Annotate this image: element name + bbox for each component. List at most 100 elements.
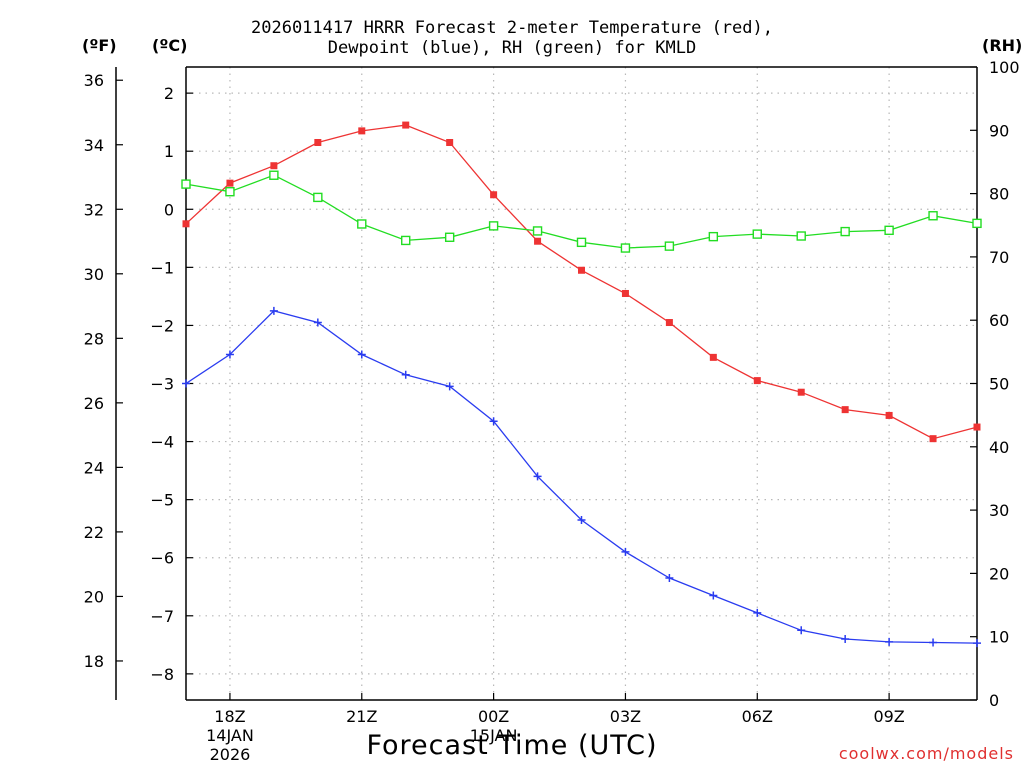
temperature-point (797, 388, 805, 396)
x-tick-label: 18Z (214, 707, 245, 726)
x-tick-sublabel: 14JAN (206, 726, 254, 745)
x-tick-sublabel: 15JAN (470, 726, 518, 745)
x-tick-label: 06Z (742, 707, 773, 726)
rh-point (313, 192, 323, 203)
dewpoint-point (182, 379, 190, 388)
fahrenheit-tick-label: 36 (84, 71, 104, 90)
fahrenheit-tick-label: 34 (84, 136, 104, 155)
x-axis-label: Forecast Time (UTC) (366, 730, 658, 761)
celsius-tick-label: 2 (164, 84, 174, 103)
temperature-point (402, 121, 410, 129)
dewpoint-point (885, 637, 894, 646)
dewpoint-point (357, 350, 366, 359)
dewpoint-point (489, 417, 498, 426)
rh-point (664, 241, 675, 251)
dewpoint-point (225, 350, 234, 359)
fahrenheit-tick-label: 32 (84, 200, 104, 219)
celsius-tick-label: −4 (150, 433, 174, 452)
rh-point (884, 225, 894, 236)
celsius-tick-label: 1 (164, 142, 174, 161)
fahrenheit-tick-label: 28 (84, 329, 104, 348)
fahrenheit-tick-label: 18 (84, 652, 104, 671)
rh-point (752, 229, 762, 239)
celsius-tick-label: −3 (150, 375, 174, 394)
celsius-tick-label: −6 (150, 549, 174, 568)
celsius-tick-label: −2 (150, 316, 174, 335)
temperature-point (226, 179, 234, 187)
dewpoint-point (973, 639, 981, 648)
rh-tick-label: 40 (989, 438, 1009, 457)
x-tick-label: 00Z (478, 707, 509, 726)
temperature-point (753, 377, 761, 385)
rh-point (444, 232, 455, 242)
dewpoint-point (445, 382, 454, 391)
dewpoint-point (929, 638, 938, 647)
rh-tick-label: 60 (989, 311, 1009, 330)
rh-tick-label: 80 (989, 185, 1009, 204)
celsius-unit-label: (ºC) (152, 36, 188, 55)
fahrenheit-tick-label: 22 (84, 523, 104, 542)
temperature-point (490, 191, 498, 199)
rh-tick-label: 90 (989, 121, 1009, 140)
rh-tick-label: 50 (989, 375, 1009, 394)
dewpoint-point (665, 574, 674, 583)
temperature-point (270, 162, 278, 170)
rh-point (269, 170, 279, 180)
temperature-point (534, 237, 542, 245)
chart-title-line-2: Dewpoint (blue), RH (green) for KMLD (327, 38, 697, 58)
dewpoint-point (401, 370, 410, 379)
rh-point (972, 218, 982, 229)
temperature-point (578, 266, 585, 274)
rh-point (840, 226, 850, 237)
fahrenheit-tick-label: 30 (84, 265, 104, 284)
rh-tick-label: 10 (989, 628, 1009, 647)
rh-point (708, 231, 719, 242)
x-tick-label: 03Z (610, 707, 641, 726)
dewpoint-point (533, 472, 542, 481)
celsius-tick-label: 0 (164, 200, 174, 219)
dewpoint-point (313, 318, 322, 327)
rh-point (225, 187, 235, 197)
temperature-point (358, 127, 366, 135)
dewpoint-point (709, 591, 718, 600)
rh-point (357, 219, 367, 229)
dewpoint-line (185, 310, 978, 644)
temperature-point (929, 435, 937, 443)
dewpoint-point (797, 626, 806, 635)
celsius-tick-label: −7 (150, 607, 174, 626)
rh-point (796, 231, 806, 241)
rh-tick-label: 70 (989, 248, 1009, 267)
x-tick-sublabel: 2026 (210, 745, 251, 764)
x-tick-label: 09Z (873, 707, 904, 726)
rh-tick-label: 20 (989, 564, 1009, 583)
temperature-line (185, 124, 978, 440)
temperature-point (885, 411, 893, 419)
celsius-tick-label: −5 (150, 491, 174, 510)
temperature-point (709, 353, 717, 361)
rh-tick-label: 100 (989, 58, 1020, 77)
temperature-point (446, 138, 454, 146)
rh-tick-label: 0 (989, 691, 999, 710)
rh-unit-label: (RH) (982, 36, 1023, 55)
rh-point (576, 237, 587, 248)
temperature-point (665, 319, 673, 327)
dewpoint-point (577, 515, 586, 524)
temperature-point (973, 423, 981, 431)
fahrenheit-tick-label: 26 (84, 394, 104, 413)
rh-point (488, 221, 499, 231)
rh-point (401, 235, 411, 246)
celsius-tick-label: −8 (150, 665, 174, 684)
x-tick-label: 21Z (346, 707, 377, 726)
rh-line (185, 174, 978, 249)
dewpoint-point (753, 608, 762, 617)
temperature-point (841, 406, 849, 414)
celsius-tick-label: −1 (150, 258, 174, 277)
rh-tick-label: 30 (989, 501, 1009, 520)
rh-point (928, 211, 938, 221)
dewpoint-point (841, 635, 850, 644)
rh-point (620, 243, 631, 253)
chart-title-line-1: 2026011417 HRRR Forecast 2-meter Tempera… (251, 18, 773, 38)
fahrenheit-unit-label: (ºF) (82, 36, 117, 55)
watermark: coolwx.com/models (838, 744, 1014, 763)
dewpoint-point (269, 306, 278, 315)
